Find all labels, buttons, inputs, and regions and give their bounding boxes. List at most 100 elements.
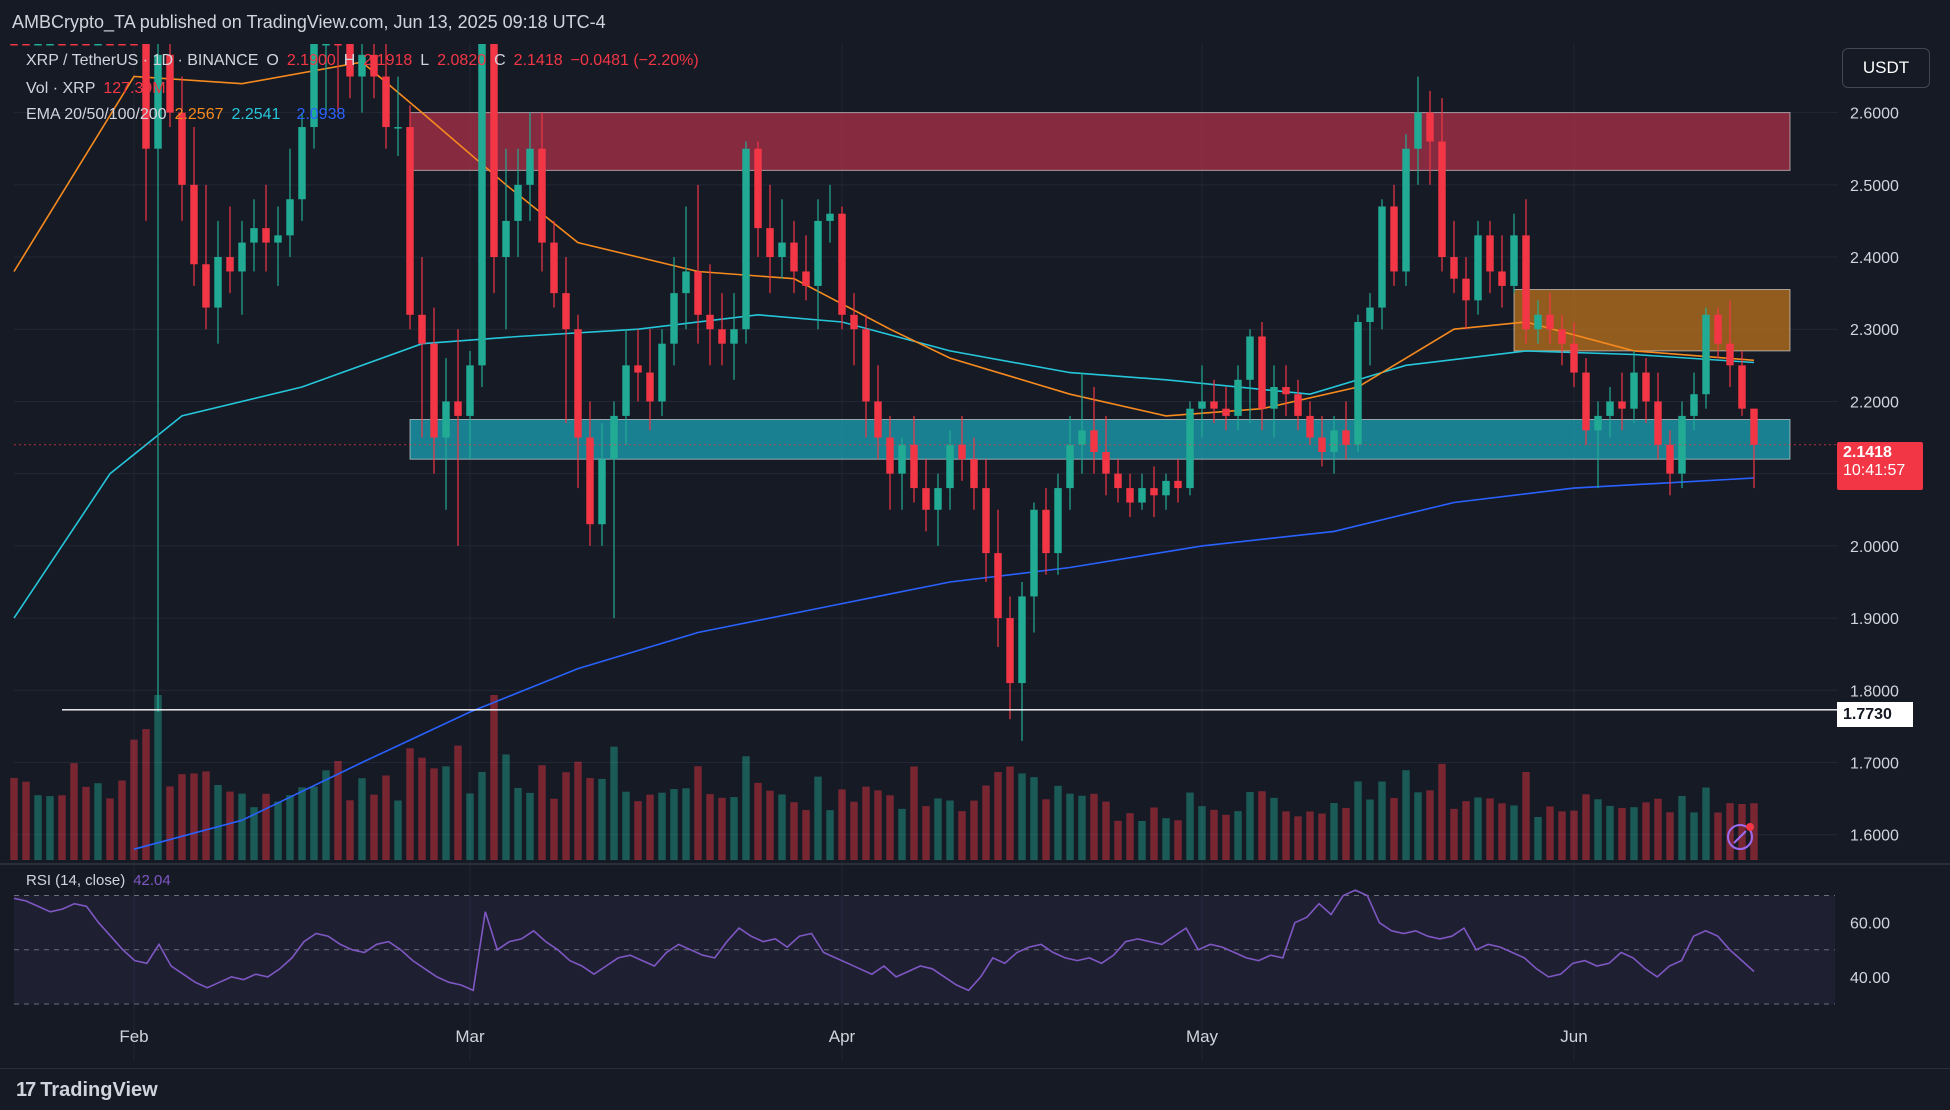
- candle-body: [646, 372, 654, 402]
- volume-bar: [1282, 811, 1290, 860]
- tradingview-mark-icon: 17: [16, 1078, 36, 1101]
- candle-body: [1114, 473, 1122, 489]
- candle-body: [334, 44, 342, 46]
- candle-body: [22, 44, 30, 46]
- ema200-line: [133, 477, 1755, 850]
- volume-bar: [718, 797, 726, 860]
- candle-body: [1726, 343, 1734, 366]
- volume-bar: [250, 807, 258, 860]
- candle-body: [46, 44, 54, 46]
- candle-body: [994, 553, 1002, 619]
- volume-bar: [730, 797, 738, 860]
- candle-body: [166, 54, 174, 113]
- candle-body: [214, 257, 222, 308]
- candle-body: [1414, 112, 1422, 149]
- time-tick-label: Feb: [119, 1027, 148, 1046]
- time-tick-label: Mar: [455, 1027, 485, 1046]
- volume-bar: [610, 746, 618, 860]
- candle-body: [478, 44, 486, 366]
- candle-body: [742, 148, 750, 330]
- volume-bar: [862, 786, 870, 860]
- candle-body: [1498, 271, 1506, 286]
- volume-bar: [82, 786, 90, 860]
- candle-body: [622, 365, 630, 416]
- volume-bar: [1306, 811, 1314, 860]
- time-tick-label: Jun: [1560, 1027, 1587, 1046]
- ema50-line: [13, 313, 1755, 619]
- candle-body: [1150, 488, 1158, 496]
- volume-bar: [1750, 803, 1758, 860]
- resistance-zone: [409, 112, 1791, 171]
- volume-bar: [262, 793, 270, 860]
- candle-body: [358, 54, 366, 77]
- candle-body: [442, 401, 450, 438]
- candle-body: [346, 44, 354, 77]
- volume-bar: [1666, 812, 1674, 860]
- volume-bar: [1690, 812, 1698, 860]
- footer: 17 TradingView: [0, 1068, 1950, 1110]
- candle-body: [1306, 415, 1314, 438]
- candle-body: [910, 444, 918, 489]
- candle-body: [58, 44, 66, 46]
- volume-bar: [1210, 809, 1218, 860]
- candle-body: [1186, 408, 1194, 489]
- volume-bar: [634, 801, 642, 860]
- volume-bar: [226, 791, 234, 860]
- candle-body: [418, 314, 426, 344]
- candle-body: [394, 127, 402, 129]
- candle-body: [1618, 401, 1626, 409]
- legend-ema50: 2.2541: [231, 106, 281, 123]
- candle-body: [190, 184, 198, 265]
- volume-bar: [1558, 811, 1566, 860]
- volume-bar: [1678, 795, 1686, 860]
- candle-body: [1594, 415, 1602, 431]
- volume-bar: [46, 796, 54, 860]
- candle-body: [34, 44, 42, 46]
- volume-bar: [286, 795, 294, 860]
- volume-bar: [1222, 814, 1230, 860]
- candle-body: [718, 329, 726, 344]
- volume-bar: [118, 780, 126, 860]
- candle-body: [1066, 444, 1074, 489]
- volume-bar: [106, 798, 114, 860]
- volume-bar: [1246, 792, 1254, 860]
- volume-bar: [22, 781, 30, 860]
- candle-body: [610, 415, 618, 460]
- legend-rsi-label: RSI (14, close): [26, 872, 126, 889]
- candle-body: [682, 271, 690, 294]
- chart-canvas[interactable]: 40.00 60.00 1.6000 1.7000 1.8000 1.9000 2.000…: [0, 44, 1950, 1068]
- candle-body: [1126, 488, 1134, 503]
- tradingview-logo[interactable]: 17 TradingView: [16, 1077, 158, 1103]
- volume-bar: [1522, 772, 1530, 860]
- time-tick-label: Apr: [829, 1027, 856, 1046]
- price-tick-label: 2.2000: [1850, 394, 1899, 411]
- volume-bar: [1294, 816, 1302, 860]
- candle-body: [1690, 394, 1698, 416]
- candle-body: [1258, 336, 1266, 409]
- candle-body: [1750, 408, 1758, 445]
- candle-body: [634, 365, 642, 373]
- volume-bar: [1570, 810, 1578, 860]
- alert-icon[interactable]: [1727, 823, 1754, 850]
- supply-zone: [1513, 289, 1791, 352]
- volume-bar: [502, 754, 510, 860]
- volume-bar: [586, 778, 594, 860]
- candle-body: [1210, 401, 1218, 409]
- legend-rsi-value: 42.04: [133, 872, 171, 889]
- currency-button[interactable]: USDT: [1842, 48, 1930, 88]
- candle-body: [970, 459, 978, 489]
- tradingview-brand: TradingView: [40, 1078, 158, 1101]
- volume-bar: [1330, 803, 1338, 860]
- volume-bar: [1702, 787, 1710, 860]
- volume-bar: [70, 763, 78, 860]
- volume-bar: [1738, 804, 1746, 860]
- volume-bar: [274, 801, 282, 860]
- volume-bar: [202, 771, 210, 860]
- candle-body: [1006, 618, 1014, 684]
- candle-body: [1642, 372, 1650, 402]
- volume-bar: [1630, 807, 1638, 860]
- volume-bar: [1054, 785, 1062, 860]
- candle-body: [94, 44, 102, 46]
- legend-l-label: L: [420, 52, 430, 69]
